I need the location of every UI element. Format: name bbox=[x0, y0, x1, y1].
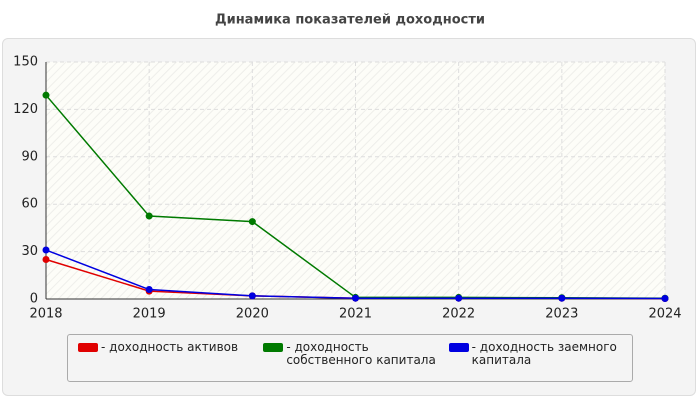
legend-label: - доходность заемного капитала bbox=[471, 340, 617, 367]
point bbox=[248, 292, 256, 300]
legend-swatch bbox=[263, 343, 284, 352]
point bbox=[42, 91, 50, 99]
point bbox=[42, 246, 50, 254]
y-tick-label: 150 bbox=[13, 55, 38, 70]
x-tick-label: 2019 bbox=[133, 307, 166, 322]
y-tick-label: 120 bbox=[13, 102, 38, 117]
chart-title: Динамика показателей доходности bbox=[215, 13, 485, 28]
y-tick-label: 90 bbox=[21, 149, 38, 164]
point bbox=[145, 212, 153, 220]
x-tick-label: 2021 bbox=[339, 307, 372, 322]
legend: - доходность активов - доходность собстве… bbox=[67, 334, 633, 382]
legend-label: - доходность собственного капитала bbox=[286, 340, 436, 367]
x-tick-label: 2023 bbox=[545, 307, 578, 322]
point bbox=[145, 286, 153, 294]
legend-label: - доходность активов bbox=[101, 340, 239, 354]
point bbox=[352, 294, 359, 302]
x-tick-label: 2022 bbox=[442, 307, 475, 322]
x-tick-label: 2024 bbox=[648, 307, 681, 322]
y-tick-label: 60 bbox=[21, 197, 38, 212]
point bbox=[455, 294, 463, 302]
legend-swatch bbox=[448, 343, 469, 352]
legend-item: - доходность активов bbox=[78, 341, 251, 381]
y-tick-label: 30 bbox=[21, 244, 38, 259]
legend-swatch bbox=[78, 343, 98, 352]
x-tick-label: 2020 bbox=[236, 307, 269, 322]
y-tick-label: 0 bbox=[30, 292, 38, 307]
x-tick-label: 2018 bbox=[29, 307, 62, 322]
point bbox=[558, 294, 566, 302]
legend-item: - доходность собственного капитала bbox=[263, 341, 436, 381]
legend-item: - доходность заемного капитала bbox=[448, 340, 622, 381]
point bbox=[661, 295, 669, 303]
point bbox=[248, 218, 256, 226]
point bbox=[42, 256, 50, 263]
